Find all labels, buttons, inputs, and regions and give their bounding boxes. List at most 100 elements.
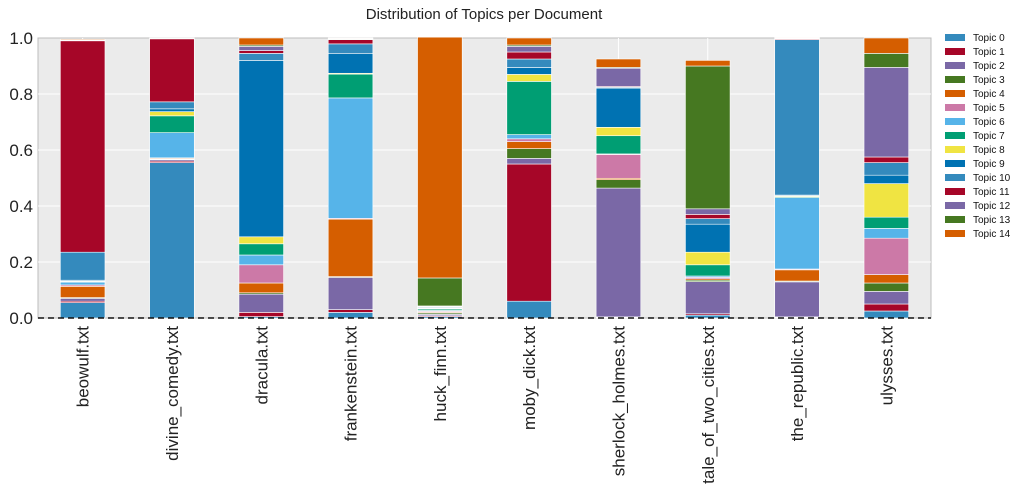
y-tick-label: 0.8 <box>9 85 33 104</box>
bar-segment <box>60 251 106 281</box>
bar-segment <box>60 281 106 286</box>
bar-segment <box>595 127 642 137</box>
bar-segment <box>238 282 284 294</box>
bar-segment <box>863 183 909 218</box>
bar-segment <box>774 197 820 270</box>
bar-segment <box>595 87 642 128</box>
legend-label: Topic 0 <box>973 33 1005 44</box>
legend-label: Topic 11 <box>973 187 1010 198</box>
x-tick-label: beowulf.txt <box>74 326 93 408</box>
bar-segment <box>863 237 909 275</box>
bar-segment <box>60 286 106 298</box>
bar-segment <box>863 228 909 239</box>
bar-segment <box>685 281 731 315</box>
bar-segment <box>774 39 820 196</box>
bar-segment <box>327 39 374 45</box>
bar-segment <box>506 67 552 75</box>
bar-segment <box>327 53 374 74</box>
bar-segment <box>327 97 374 219</box>
legend-swatch <box>945 34 965 41</box>
legend-swatch <box>945 76 965 83</box>
legend-swatch <box>945 146 965 153</box>
bar-segment <box>595 179 642 189</box>
bar-segment <box>327 37 374 39</box>
bar-segment <box>685 223 731 253</box>
bar-segment <box>506 148 552 159</box>
legend-label: Topic 14 <box>973 229 1011 240</box>
legend-swatch <box>945 216 965 223</box>
y-tick-label: 0.0 <box>9 309 33 328</box>
bar-segment <box>149 38 195 103</box>
bar-segment <box>238 50 284 54</box>
x-tick-label: the_republic.txt <box>788 326 807 442</box>
bar-segment <box>60 38 106 41</box>
bar-segment <box>238 46 284 51</box>
bar-segment <box>506 300 552 319</box>
x-tick-label: frankenstein.txt <box>342 326 361 442</box>
legend-label: Topic 4 <box>973 89 1005 100</box>
bar-segment <box>595 58 642 68</box>
bar-segment <box>863 282 909 292</box>
x-tick-label: divine_comedy.txt <box>163 326 182 461</box>
legend-swatch <box>945 62 965 69</box>
legend-swatch <box>945 230 965 237</box>
y-axis-ticks: 0.0 0.2 0.4 0.6 0.8 1.0 <box>9 29 33 328</box>
legend-label: Topic 2 <box>973 61 1005 72</box>
bar-segment <box>149 101 195 110</box>
x-tick-label: tale_of_two_cities.txt <box>699 326 718 484</box>
bar-segment <box>774 281 820 318</box>
bar-segment <box>60 302 106 319</box>
bar-segment <box>685 251 731 266</box>
bar-segment <box>685 214 731 219</box>
bar-segment <box>327 309 374 313</box>
bar-segment <box>506 158 552 165</box>
legend-swatch <box>945 132 965 139</box>
bar-segment <box>238 60 284 238</box>
legend-label: Topic 13 <box>973 215 1011 226</box>
bar-segment <box>149 111 195 117</box>
bar-segment <box>863 310 909 319</box>
legend-label: Topic 1 <box>973 47 1005 58</box>
bar-segment <box>60 298 106 302</box>
bar-segment <box>774 269 820 282</box>
legend: Topic 0 Topic 1 Topic 2 Topic 3 Topic 4 Topic… <box>939 30 1019 240</box>
bar-segment <box>685 264 731 277</box>
bar-segment <box>863 53 909 68</box>
y-tick-label: 0.4 <box>9 197 33 216</box>
bar-segment <box>863 156 909 163</box>
bar-segment <box>327 312 374 319</box>
bar-segment <box>506 141 552 149</box>
x-axis-ticks: beowulf.txt divine_comedy.txt dracula.txt f… <box>74 326 897 484</box>
legend-label: Topic 5 <box>973 103 1005 114</box>
y-tick-label: 0.6 <box>9 141 33 160</box>
bar-segment <box>238 312 284 317</box>
legend-swatch <box>945 202 965 209</box>
bar-segment <box>238 264 284 284</box>
bar-segment <box>595 154 642 179</box>
bar-segment <box>685 208 731 215</box>
bar-segment <box>863 67 909 158</box>
bar-segment <box>595 67 642 87</box>
bar-segment <box>506 46 552 53</box>
bar-segment <box>863 216 909 229</box>
bar-segment <box>863 303 909 312</box>
bar-segment <box>149 108 195 112</box>
legend-swatch <box>945 104 965 111</box>
bar-segment <box>238 236 284 245</box>
bar-segment <box>238 243 284 256</box>
x-tick-label: moby_dick.txt <box>520 326 539 430</box>
bar-stacks <box>60 36 909 319</box>
bar-segment <box>327 43 374 54</box>
bar-segment <box>506 81 552 135</box>
bar-segment <box>327 277 374 310</box>
legend-swatch <box>945 90 965 97</box>
bar-segment <box>595 187 642 318</box>
bar-segment <box>149 115 195 133</box>
legend-label: Topic 9 <box>973 159 1005 170</box>
y-tick-label: 1.0 <box>9 29 33 48</box>
bar-segment <box>506 51 552 60</box>
bar-segment <box>595 135 642 155</box>
legend-swatch <box>945 48 965 55</box>
bar-segment <box>863 291 909 305</box>
